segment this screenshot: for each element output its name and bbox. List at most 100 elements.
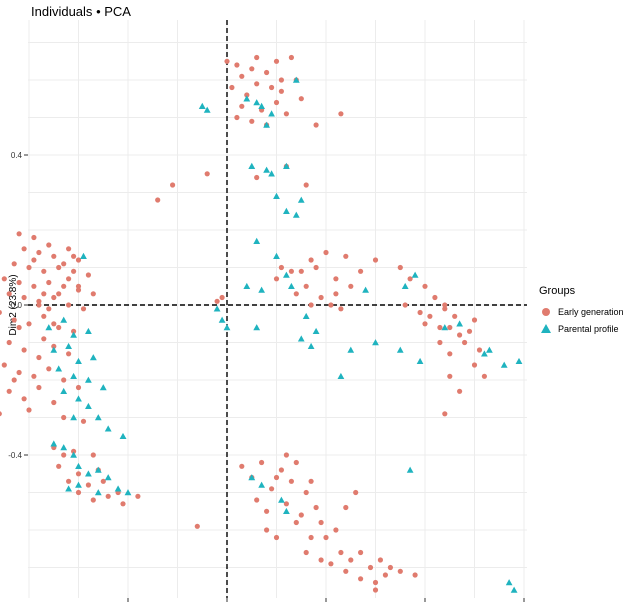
- point-parental-profile: [441, 324, 449, 331]
- point-parental-profile: [500, 361, 508, 368]
- point-early-generation: [308, 302, 314, 308]
- point-early-generation: [6, 388, 12, 394]
- legend-item-early-generation: Early generation: [539, 303, 624, 320]
- point-parental-profile: [268, 170, 275, 177]
- chart-title: Individuals • PCA: [31, 4, 131, 19]
- point-early-generation: [229, 84, 235, 91]
- point-parental-profile: [94, 489, 102, 496]
- y-tick-label: 0.0: [11, 301, 23, 310]
- point-early-generation: [155, 197, 161, 203]
- point-parental-profile: [283, 207, 290, 214]
- point-early-generation: [471, 362, 478, 368]
- point-early-generation: [323, 249, 329, 256]
- point-early-generation: [90, 452, 96, 458]
- point-early-generation: [254, 54, 260, 61]
- point-parental-profile: [85, 470, 92, 477]
- legend-triangle-icon: [539, 322, 553, 336]
- point-early-generation: [80, 306, 87, 312]
- point-early-generation: [61, 414, 67, 421]
- point-parental-profile: [85, 402, 92, 409]
- point-early-generation: [447, 324, 453, 331]
- point-parental-profile: [258, 102, 265, 109]
- point-early-generation: [397, 264, 403, 271]
- point-parental-profile: [283, 162, 290, 169]
- point-early-generation: [56, 324, 62, 331]
- point-parental-profile: [243, 95, 251, 102]
- point-early-generation: [372, 579, 379, 586]
- point-parental-profile: [263, 166, 270, 173]
- point-early-generation: [343, 504, 349, 511]
- point-early-generation: [46, 306, 52, 312]
- point-parental-profile: [347, 346, 355, 353]
- point-early-generation: [46, 366, 52, 372]
- y-axis-label: Dim2 (23.8%): [8, 274, 19, 335]
- point-early-generation: [462, 339, 468, 346]
- point-early-generation: [328, 302, 334, 308]
- point-early-generation: [447, 373, 453, 379]
- point-parental-profile: [312, 327, 320, 334]
- point-early-generation: [85, 272, 91, 278]
- point-parental-profile: [505, 579, 513, 586]
- point-early-generation: [298, 268, 304, 274]
- point-early-generation: [61, 261, 67, 267]
- point-early-generation: [0, 309, 2, 316]
- point-early-generation: [75, 471, 82, 477]
- point-parental-profile: [456, 320, 463, 327]
- y-tick-label: 0.4: [11, 151, 23, 160]
- point-early-generation: [66, 302, 72, 308]
- point-early-generation: [264, 508, 270, 514]
- point-parental-profile: [223, 324, 231, 331]
- point-parental-profile: [292, 76, 300, 83]
- point-early-generation: [358, 268, 364, 274]
- point-parental-profile: [60, 387, 68, 394]
- point-early-generation: [204, 171, 210, 177]
- point-early-generation: [100, 478, 106, 484]
- point-early-generation: [71, 328, 77, 334]
- point-early-generation: [6, 291, 12, 297]
- point-early-generation: [273, 534, 280, 541]
- point-parental-profile: [278, 496, 285, 503]
- point-early-generation: [318, 294, 324, 301]
- point-early-generation: [293, 459, 299, 466]
- point-early-generation: [273, 474, 280, 481]
- point-early-generation: [323, 534, 329, 541]
- point-early-generation: [288, 54, 294, 61]
- point-early-generation: [41, 291, 47, 297]
- grid: [28, 20, 527, 598]
- point-early-generation: [318, 519, 324, 526]
- point-early-generation: [66, 276, 72, 282]
- point-early-generation: [283, 452, 289, 458]
- point-early-generation: [51, 253, 57, 259]
- point-early-generation: [224, 58, 230, 64]
- point-parental-profile: [416, 357, 424, 364]
- point-parental-profile: [263, 121, 270, 128]
- point-parental-profile: [85, 327, 92, 334]
- point-parental-profile: [104, 474, 112, 481]
- legend: Groups Early generation Parental profile: [539, 285, 624, 337]
- point-early-generation: [308, 478, 314, 484]
- point-early-generation: [90, 497, 96, 503]
- point-early-generation: [249, 66, 255, 72]
- point-early-generation: [61, 452, 67, 458]
- point-early-generation: [353, 489, 359, 496]
- point-early-generation: [36, 354, 42, 361]
- axes: Dim2 (23.8%) 0.4 0.0 -0.4: [8, 151, 525, 602]
- point-early-generation: [36, 302, 42, 308]
- point-early-generation: [264, 527, 270, 533]
- point-early-generation: [303, 549, 309, 556]
- point-early-generation: [269, 84, 275, 91]
- point-parental-profile: [70, 331, 77, 338]
- point-early-generation: [407, 276, 413, 282]
- point-parental-profile: [302, 312, 310, 319]
- point-early-generation: [105, 493, 111, 499]
- point-early-generation: [56, 463, 62, 469]
- point-early-generation: [273, 58, 280, 64]
- point-early-generation: [170, 182, 176, 188]
- point-early-generation: [21, 246, 27, 252]
- point-parental-profile: [114, 485, 122, 492]
- point-parental-profile: [75, 481, 82, 488]
- legend-item-parental-profile: Parental profile: [539, 320, 624, 337]
- point-early-generation: [234, 114, 240, 121]
- point-parental-profile: [124, 489, 132, 496]
- point-early-generation: [66, 351, 72, 357]
